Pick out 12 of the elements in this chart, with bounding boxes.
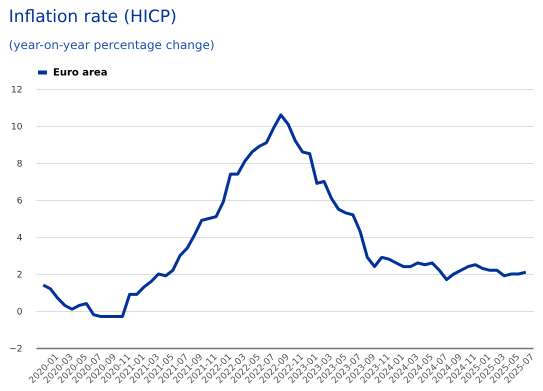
y-tick-label: 2 xyxy=(16,270,22,280)
y-tick-label: 8 xyxy=(16,160,23,170)
chart-subtitle: (year-on-year percentage change) xyxy=(8,38,215,52)
legend-label: Euro area xyxy=(53,68,108,78)
y-tick-label: 12 xyxy=(11,86,22,96)
y-tick-label: 10 xyxy=(11,122,23,132)
y-tick-label: 4 xyxy=(16,234,23,244)
chart-title: Inflation rate (HICP) xyxy=(8,7,177,27)
y-tick-label: −2 xyxy=(9,344,22,354)
line-series xyxy=(42,113,528,318)
y-tick-label: 6 xyxy=(16,196,23,206)
y-tick-label: 0 xyxy=(16,308,23,318)
